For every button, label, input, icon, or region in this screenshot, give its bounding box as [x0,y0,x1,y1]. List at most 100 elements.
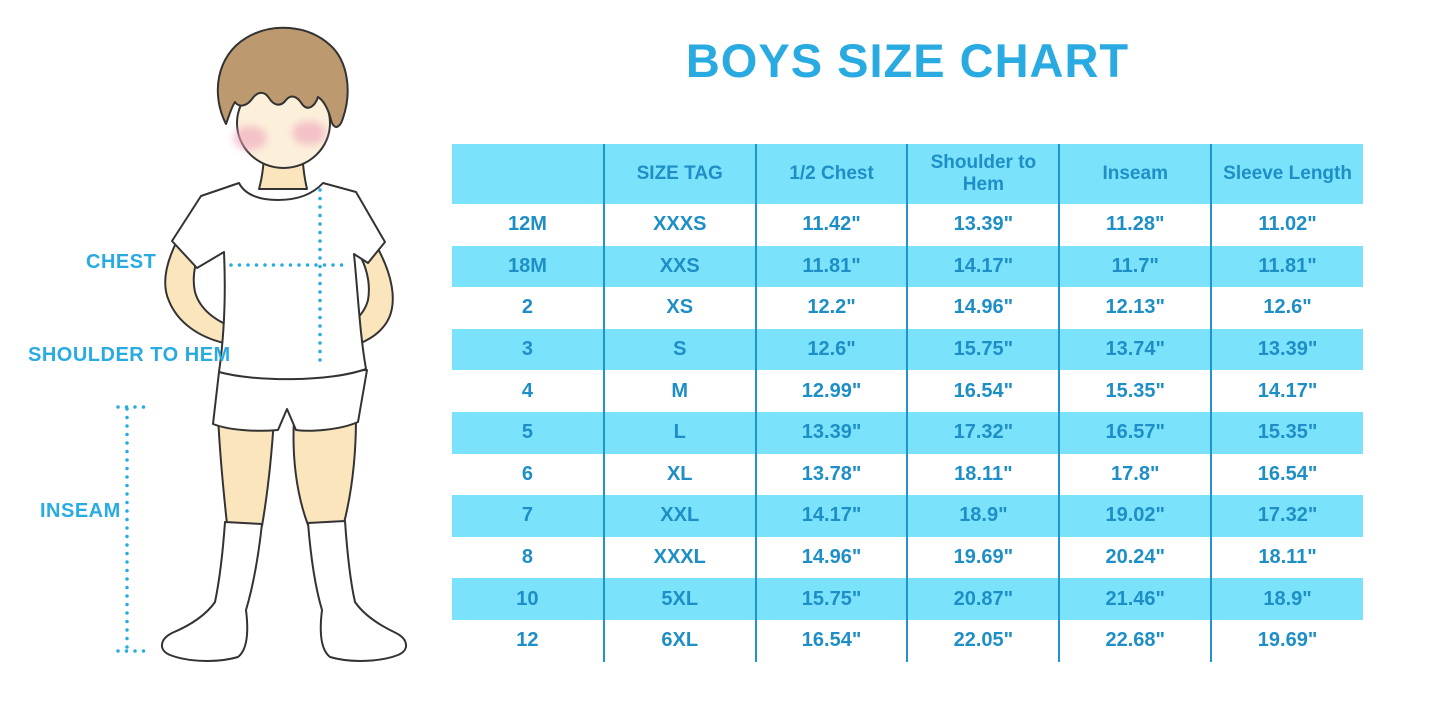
table-row: 5 L 13.39" 17.32" 16.57" 15.35" [452,411,1363,454]
right-leg-shape [292,417,357,526]
table-cell: 12.2" [754,287,908,329]
table-cell: 11.81" [754,245,908,288]
left-blush [233,126,267,150]
chest-label: CHEST [86,251,157,273]
table-row: 12M XXXS 11.42" 13.39" 11.28" 11.02" [452,204,1363,246]
table-cell: 4 [452,370,604,412]
table-cell: 12 [452,619,604,662]
table-cell: XL [602,453,756,496]
table-cell: 16.57" [1058,411,1212,454]
table-cell: 13.74" [1058,328,1212,371]
table-cell: 22.68" [1058,619,1212,662]
table-cell: 13.39" [906,204,1060,246]
table-cell: 12M [452,204,604,246]
page-title: BOYS SIZE CHART [685,34,1130,87]
left-sock-shape [161,521,263,662]
table-cell: 13.39" [754,411,908,454]
table-cell: 11.42" [754,204,908,246]
table-header: SIZE TAG 1/2 Chest Shoulder to Hem Inseam Sl… [452,144,1363,204]
table-cell: 13.78" [754,453,908,496]
table-cell: 2 [452,287,604,329]
table-cell: XS [602,287,756,329]
right-sock-shape [307,520,407,662]
table-cell: 13.39" [1210,328,1363,371]
table-cell: 12.13" [1058,287,1212,329]
shorts-shape [212,369,368,432]
table-cell: 15.35" [1058,370,1212,412]
table-cell: 15.75" [754,578,908,620]
header-cell: Sleeve Length [1210,144,1363,204]
table-cell: 3 [452,328,604,371]
table-row: 18M XXS 11.81" 14.17" 11.7" 11.81" [452,245,1363,288]
table-cell: 18.9" [906,495,1060,537]
table-cell: L [602,411,756,454]
table-cell: XXS [602,245,756,288]
hair-shape [216,26,349,128]
table-cell: 20.24" [1058,536,1212,579]
table-cell: S [602,328,756,371]
table-cell: 22.05" [906,619,1060,662]
table-cell: 21.46" [1058,578,1212,620]
table-cell: 14.96" [906,287,1060,329]
table-cell: 15.35" [1210,411,1363,454]
table-cell: 20.87" [906,578,1060,620]
table-row: 12 6XL 16.54" 22.05" 22.68" 19.69" [452,619,1363,662]
table-cell: 10 [452,578,604,620]
table-cell: 6XL [602,619,756,662]
table-cell: 14.96" [754,536,908,579]
table-cell: 8 [452,536,604,579]
table-cell: 14.17" [754,495,908,537]
table-cell: 18.11" [906,453,1060,496]
table-row: 10 5XL 15.75" 20.87" 21.46" 18.9" [452,578,1363,620]
table-row: 6 XL 13.78" 18.11" 17.8" 16.54" [452,453,1363,496]
table-cell: 19.02" [1058,495,1212,537]
table-cell: 7 [452,495,604,537]
table-cell: 17.8" [1058,453,1212,496]
table-cell: 18.11" [1210,536,1363,579]
tshirt-shape [171,182,386,381]
header-cell: Shoulder to Hem [906,144,1060,204]
table-cell: 17.32" [1210,495,1363,537]
header-cell: Inseam [1058,144,1212,204]
table-cell: 5XL [602,578,756,620]
boy-figure-area: CHEST SHOULDER TO HEM INSEAM [0,0,440,723]
table-row: 4 M 12.99" 16.54" 15.35" 14.17" [452,370,1363,412]
table-cell: 18M [452,245,604,288]
table-row: 7 XXL 14.17" 18.9" 19.02" 17.32" [452,495,1363,537]
table-row: 2 XS 12.2" 14.96" 12.13" 12.6" [452,287,1363,329]
table-cell: 18.9" [1210,578,1363,620]
table-cell: 12.6" [754,328,908,371]
table-cell: 19.69" [906,536,1060,579]
table-cell: M [602,370,756,412]
size-table: SIZE TAG 1/2 Chest Shoulder to Hem Inseam Sl… [452,144,1363,662]
table-cell: XXXS [602,204,756,246]
header-cell: 1/2 Chest [754,144,908,204]
boy-illustration [116,26,407,662]
shoulder-to-hem-label: SHOULDER TO HEM [28,344,231,366]
table-cell: 12.99" [754,370,908,412]
table-cell: 14.17" [1210,370,1363,412]
header-cell: SIZE TAG [602,144,756,204]
table-cell: 12.6" [1210,287,1363,329]
table-cell: 6 [452,453,604,496]
table-cell: 16.54" [906,370,1060,412]
table-cell: 5 [452,411,604,454]
table-cell: 17.32" [906,411,1060,454]
table-cell: 11.02" [1210,204,1363,246]
right-blush [292,121,326,145]
table-cell: 19.69" [1210,619,1363,662]
header-cell [452,144,604,204]
table-cell: 11.7" [1058,245,1212,288]
table-cell: 15.75" [906,328,1060,371]
table-cell: 16.54" [1210,453,1363,496]
table-row: 3 S 12.6" 15.75" 13.74" 13.39" [452,328,1363,371]
table-cell: XXL [602,495,756,537]
table-cell: 11.81" [1210,245,1363,288]
table-cell: 11.28" [1058,204,1212,246]
table-cell: 14.17" [906,245,1060,288]
table-row: 8 XXXL 14.96" 19.69" 20.24" 18.11" [452,536,1363,579]
header-row: SIZE TAG 1/2 Chest Shoulder to Hem Inseam Sl… [452,144,1363,204]
table-cell: XXXL [602,536,756,579]
table-cell: 16.54" [754,619,908,662]
